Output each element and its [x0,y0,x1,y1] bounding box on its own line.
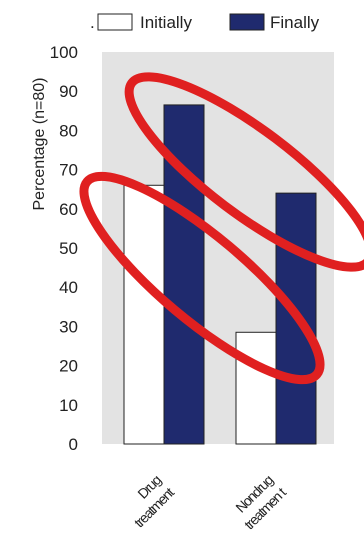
y-tick-label: 0 [69,435,78,454]
y-tick-label: 70 [59,161,78,180]
bar-initially-drug-treatment [123,184,165,445]
y-tick-label: 10 [59,396,78,415]
bar-finally-drug-treatment [163,104,205,445]
y-tick-label: 80 [59,121,78,140]
legend-label-initially: Initially [140,13,192,32]
legend: . Initially Finally [90,13,320,32]
y-tick-label: 100 [50,43,78,62]
highlight-ellipse-initially [79,171,325,385]
y-tick-label: 90 [59,82,78,101]
y-axis-ticks: 0 10 20 30 40 50 60 70 80 90 100 [50,43,78,454]
legend-swatch-finally [229,13,265,31]
y-tick-label: 60 [59,200,78,219]
bar-initially-nondrug-treatment [235,331,277,445]
y-tick-label: 40 [59,278,78,297]
y-tick-label: 30 [59,317,78,336]
legend-label-finally: Finally [270,13,320,32]
annotations [79,72,364,385]
y-axis-label: Percentage (n=80) [31,78,48,211]
y-tick-label: 20 [59,357,78,376]
legend-prefix: . [90,13,95,32]
y-tick-label: 50 [59,239,78,258]
highlight-ellipse-finally [124,72,364,272]
legend-swatch-initially [97,13,133,31]
